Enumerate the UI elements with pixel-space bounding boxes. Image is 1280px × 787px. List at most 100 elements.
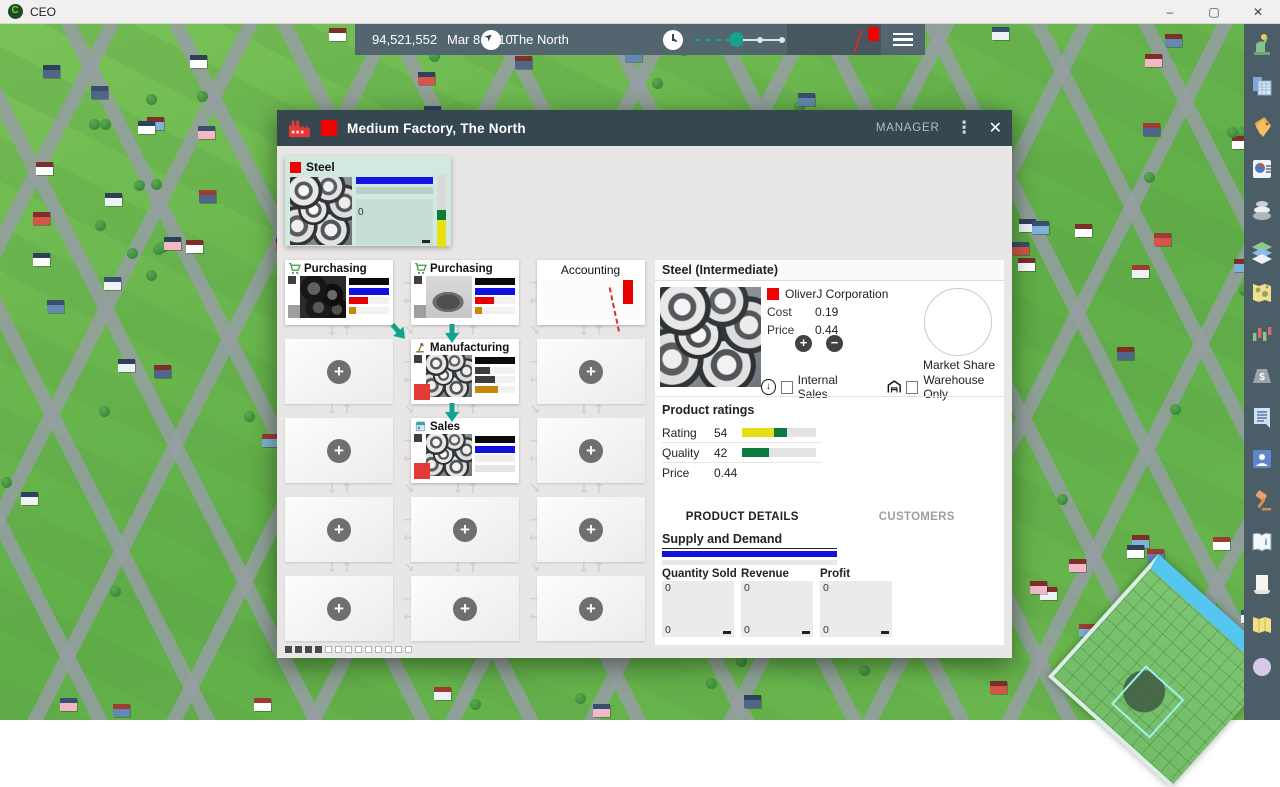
cell-accounting[interactable]: Accounting [537,260,645,332]
resources-icon[interactable] [1250,198,1274,222]
pie-report-icon[interactable] [1250,157,1274,181]
contact-card-icon[interactable] [1250,447,1274,471]
page-dot[interactable] [355,646,362,653]
stock-chart-icon[interactable] [1250,323,1274,347]
app-icon [8,4,23,19]
add-department-button[interactable]: + [579,596,603,621]
svg-text:$: $ [1259,372,1265,383]
add-department-button[interactable]: + [453,517,477,542]
page-dot[interactable] [385,646,392,653]
minimize-button[interactable]: – [1166,5,1174,19]
add-department-button[interactable]: + [327,517,351,542]
layers-icon[interactable] [1250,240,1274,264]
empty-slot[interactable]: + [285,576,393,641]
hud-bar: 94,521,552 Mar 8 2010 The North [355,24,925,55]
empty-slot[interactable]: + [285,339,393,404]
tab-customers[interactable]: CUSTOMERS [878,511,955,523]
bar [475,455,515,462]
empty-slot[interactable]: + [411,497,519,562]
kebab-menu-icon[interactable]: ⋮ [955,118,973,137]
bar [475,306,515,314]
empty-slot[interactable]: + [285,418,393,483]
page-dot[interactable] [315,646,322,653]
empty-slot[interactable]: + [411,576,519,641]
product-swatch [290,161,301,173]
company-spreadsheet-icon[interactable] [1250,74,1274,98]
close-window-button[interactable]: ✕ [1252,5,1264,19]
add-department-button[interactable]: + [579,359,603,384]
cell-purchasing-2[interactable]: Purchasing [411,260,519,325]
supply-and-demand: Supply and Demand [662,532,837,565]
building-sprite [1018,258,1035,271]
speed-knob[interactable] [729,32,744,47]
market-share-chart [924,288,992,356]
game-speed-slider[interactable] [695,24,785,55]
gavel-icon[interactable] [1250,489,1274,513]
empty-slot[interactable]: + [285,497,393,562]
empty-slot[interactable]: + [537,497,645,562]
cell-manufacturing[interactable]: Manufacturing [411,339,519,404]
world-map-icon[interactable] [1250,281,1274,305]
empty-slot[interactable]: + [537,576,645,641]
tree-sprite [146,94,157,105]
building-sprite [1032,221,1049,234]
tab-product-details[interactable]: PRODUCT DETAILS [685,511,799,523]
executive-icon[interactable] [1250,32,1274,56]
folded-map-icon[interactable] [1250,613,1274,637]
page-dot[interactable] [325,646,332,653]
building-sprite [91,86,108,99]
manager-button[interactable]: MANAGER [875,122,940,134]
decrease-price-button[interactable]: − [826,335,843,352]
building-sprite [1154,233,1171,246]
bar [475,297,515,304]
tree-sprite [99,406,110,417]
building-sprite [43,65,60,78]
add-department-button[interactable]: + [453,596,477,621]
page-dot[interactable] [295,646,302,653]
product-card-steel[interactable]: Steel 0 [285,156,451,247]
page-dot[interactable] [405,646,412,653]
page-dot[interactable] [345,646,352,653]
page-dot[interactable] [375,646,382,653]
page-dot[interactable] [395,646,402,653]
dialog-header[interactable]: Medium Factory, The North MANAGER ⋮ ✕ [277,110,1012,146]
page-dots[interactable] [285,646,412,653]
empty-slot[interactable]: + [537,339,645,404]
cell-sales[interactable]: Sales [411,418,519,483]
location-icon[interactable] [481,24,501,55]
internal-sales-checkbox[interactable] [780,380,793,394]
increase-price-button[interactable]: + [795,335,812,352]
location-name[interactable]: The North [511,32,569,47]
cell-label: Sales [430,420,461,433]
add-department-button[interactable]: + [579,438,603,463]
money-bank-icon[interactable]: $ [1250,364,1274,388]
page-dot[interactable] [305,646,312,653]
add-department-button[interactable]: + [327,438,351,463]
stock-mini-graph[interactable] [853,27,879,53]
warehouse-only-checkbox[interactable] [906,380,919,394]
minimap-viewport[interactable] [1110,665,1185,739]
flow-arrow-down-2 [444,403,460,423]
empty-slot[interactable]: + [537,418,645,483]
add-department-button[interactable]: + [327,359,351,384]
coal-image [300,276,346,318]
maximize-button[interactable]: ▢ [1208,5,1220,19]
menu-icon[interactable] [893,24,913,55]
factory-dialog: Medium Factory, The North MANAGER ⋮ ✕ St… [277,110,1012,658]
page-dot[interactable] [365,646,372,653]
close-dialog-icon[interactable]: ✕ [988,120,1002,137]
market-share-label: Market Share [922,358,995,372]
cell-purchasing-1[interactable]: Purchasing [285,260,393,325]
price-tags-icon[interactable] [1250,115,1274,139]
add-department-button[interactable]: + [579,517,603,542]
info-book-icon[interactable]: i [1250,530,1274,554]
scroll-icon[interactable] [1250,572,1274,596]
add-department-button[interactable]: + [327,596,351,621]
document-list-icon[interactable] [1250,406,1274,430]
page-dot[interactable] [335,646,342,653]
circle-token-icon[interactable] [1250,655,1274,679]
page-dot[interactable] [285,646,292,653]
clock-icon[interactable] [663,24,683,55]
steel-image [426,355,472,397]
supply-bar [662,551,837,557]
